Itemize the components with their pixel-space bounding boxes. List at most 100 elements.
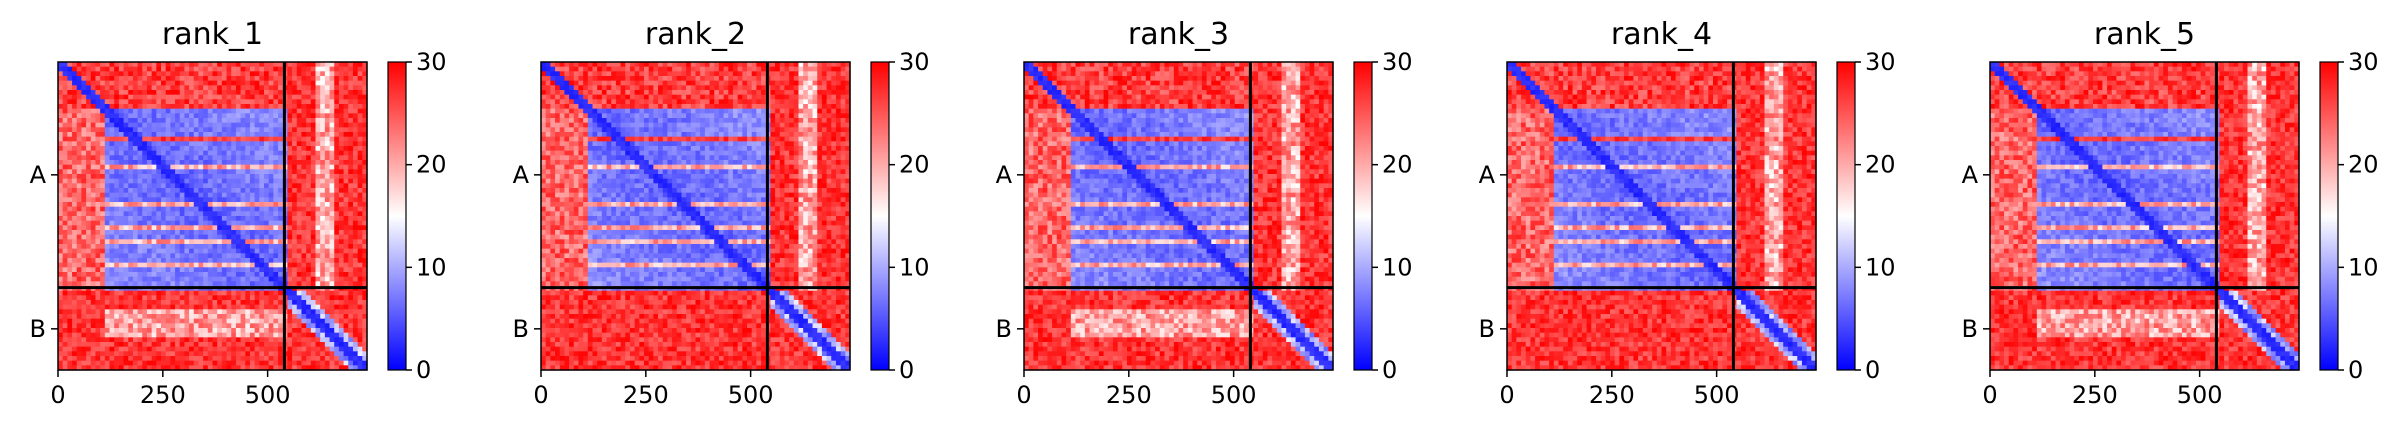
heatmap-cell bbox=[128, 118, 134, 124]
heatmap-cell bbox=[254, 160, 260, 166]
heatmap-cell bbox=[287, 342, 293, 348]
heatmap-cell bbox=[573, 104, 580, 110]
heatmap-cell bbox=[217, 244, 223, 250]
heatmap-cell bbox=[287, 104, 293, 110]
heatmap-cell bbox=[128, 356, 134, 362]
heatmap-cell bbox=[231, 281, 237, 287]
heatmap-cell bbox=[742, 85, 748, 91]
heatmap-cell bbox=[352, 272, 359, 278]
heatmap-cell bbox=[81, 141, 87, 147]
heatmap-cell bbox=[329, 85, 335, 91]
heatmap-cell bbox=[287, 309, 293, 315]
heatmap-cell bbox=[207, 323, 214, 329]
heatmap-cell bbox=[681, 62, 687, 68]
heatmap-cell bbox=[151, 164, 157, 170]
heatmap-cell bbox=[254, 85, 260, 91]
heatmap-cell bbox=[95, 206, 101, 212]
heatmap-cell bbox=[179, 225, 186, 231]
heatmap-cell bbox=[578, 76, 584, 82]
heatmap-cell bbox=[329, 272, 335, 278]
heatmap-cell bbox=[240, 290, 246, 296]
heatmap-cell bbox=[817, 85, 823, 91]
heatmap-cell bbox=[264, 211, 270, 217]
heatmap-cell bbox=[207, 248, 214, 254]
heatmap-cell bbox=[231, 90, 237, 96]
heatmap-cell bbox=[179, 94, 186, 100]
heatmap-cell bbox=[240, 206, 246, 212]
heatmap-cell bbox=[156, 314, 162, 320]
heatmap-cell bbox=[569, 66, 575, 72]
heatmap-cell bbox=[212, 174, 218, 180]
heatmap-cell bbox=[779, 99, 786, 105]
heatmap-cell bbox=[203, 62, 209, 68]
heatmap-cell bbox=[249, 108, 256, 114]
heatmap-cell bbox=[296, 94, 303, 100]
heatmap-cell bbox=[123, 164, 129, 170]
heatmap-cell bbox=[235, 66, 242, 72]
heatmap-cell bbox=[193, 332, 200, 338]
heatmap-cell bbox=[249, 272, 256, 278]
heatmap-cell bbox=[648, 62, 654, 68]
heatmap-cell bbox=[301, 253, 307, 259]
heatmap-cell bbox=[583, 94, 589, 100]
heatmap-cell bbox=[597, 80, 603, 86]
heatmap-cell bbox=[184, 136, 190, 142]
heatmap-cell bbox=[240, 304, 246, 310]
heatmap-cell bbox=[184, 318, 190, 324]
heatmap-cell bbox=[156, 169, 162, 175]
heatmap-cell bbox=[273, 351, 279, 357]
heatmap-cell bbox=[226, 202, 232, 208]
heatmap-cell bbox=[104, 216, 111, 222]
heatmap-cell bbox=[217, 66, 223, 72]
heatmap-cell bbox=[306, 225, 312, 231]
heatmap-cell bbox=[310, 262, 317, 268]
heatmap-cell bbox=[193, 118, 200, 124]
heatmap-cell bbox=[352, 76, 359, 82]
heatmap-cell bbox=[620, 71, 626, 77]
heatmap-cell bbox=[207, 262, 214, 268]
heatmap-cell bbox=[362, 272, 368, 278]
heatmap-cell bbox=[578, 90, 584, 96]
heatmap-cell bbox=[90, 360, 97, 366]
heatmap-cell bbox=[146, 281, 153, 287]
heatmap-cell bbox=[320, 211, 326, 217]
heatmap-cell bbox=[86, 155, 92, 161]
heatmap-cell bbox=[310, 351, 317, 357]
heatmap-cell bbox=[259, 174, 265, 180]
heatmap-cell bbox=[123, 365, 129, 371]
heatmap-cell bbox=[212, 108, 218, 114]
heatmap-cell bbox=[142, 108, 148, 114]
heatmap-cell bbox=[338, 174, 345, 180]
heatmap-cell bbox=[123, 108, 129, 114]
heatmap-cell bbox=[287, 267, 293, 273]
heatmap-cell bbox=[357, 99, 363, 105]
heatmap-cell bbox=[156, 295, 162, 301]
heatmap-cell bbox=[667, 76, 673, 82]
heatmap-cell bbox=[606, 104, 612, 110]
heatmap-cell bbox=[118, 258, 125, 264]
heatmap-cell bbox=[268, 71, 274, 77]
heatmap-cell bbox=[310, 192, 317, 198]
heatmap-cell bbox=[287, 99, 293, 105]
heatmap-cell bbox=[104, 197, 111, 203]
heatmap-cell bbox=[175, 258, 181, 264]
heatmap-cell bbox=[207, 290, 214, 296]
heatmap-cell bbox=[221, 206, 228, 212]
heatmap-cell bbox=[161, 337, 167, 343]
heatmap-cell bbox=[301, 127, 307, 133]
heatmap-cell bbox=[198, 66, 204, 72]
heatmap-cell bbox=[343, 99, 349, 105]
heatmap-cell bbox=[104, 244, 111, 250]
heatmap-cell bbox=[245, 160, 251, 166]
heatmap-cell bbox=[348, 169, 354, 175]
heatmap-cell bbox=[128, 351, 134, 357]
heatmap-cell bbox=[114, 197, 120, 203]
heatmap-cell bbox=[72, 85, 78, 91]
heatmap-cell bbox=[310, 337, 317, 343]
heatmap-cell bbox=[142, 85, 148, 91]
heatmap-cell bbox=[254, 239, 260, 245]
heatmap-cell bbox=[189, 76, 195, 82]
heatmap-cell bbox=[686, 62, 692, 68]
heatmap-cell bbox=[362, 318, 368, 324]
heatmap-cell bbox=[212, 234, 218, 240]
